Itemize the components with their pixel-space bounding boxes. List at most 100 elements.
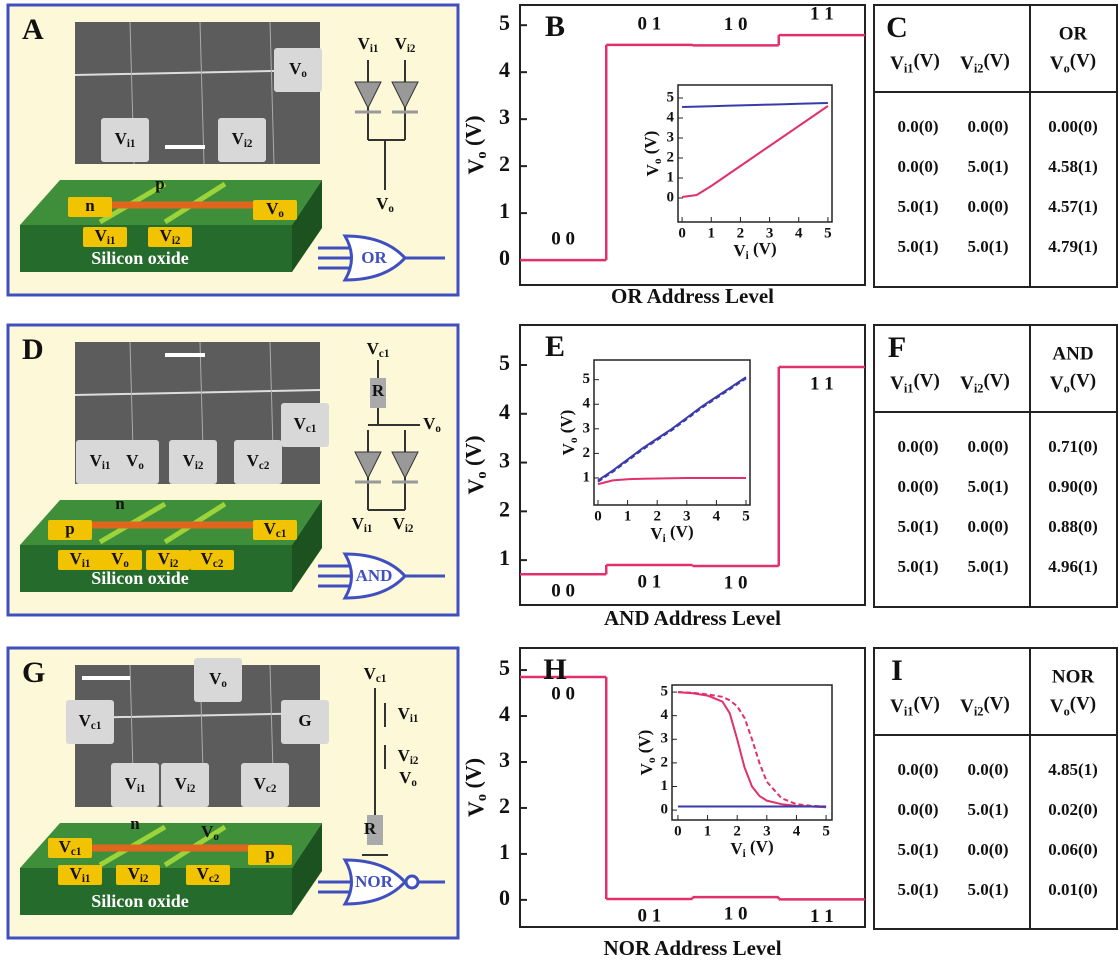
column-header-part: (V): [983, 371, 1009, 392]
y-axis-label-part: (V): [460, 115, 485, 151]
y-tick-label: 0: [499, 885, 510, 910]
y-axis-label-part: V: [643, 163, 662, 176]
device-label-part: V: [423, 414, 436, 433]
y-tick-label: 4: [583, 396, 591, 412]
level-label: 0 1: [638, 13, 662, 34]
device-label: n: [85, 196, 95, 215]
device-label-part: p: [65, 519, 74, 538]
table-cell: 5.0(1): [897, 517, 938, 536]
x-tick-label: 2: [653, 508, 661, 524]
device-label-part: V: [398, 704, 411, 723]
device-label-part: o: [221, 677, 227, 689]
y-axis-label-part: (V): [460, 435, 485, 471]
column-header: Vo(V): [1050, 51, 1096, 75]
device-label-part: i2: [170, 557, 179, 569]
x-tick-label: 0: [678, 225, 686, 241]
device-label: p: [65, 519, 74, 538]
inset-frame: [672, 685, 832, 820]
column-header-part: V: [890, 696, 904, 717]
y-tick-label: 5: [499, 655, 510, 680]
device-label-part: i1: [102, 459, 111, 471]
column-header: Vo(V): [1050, 694, 1096, 718]
column-header-part: (V): [913, 694, 939, 715]
y-tick-label: 5: [499, 350, 510, 375]
y-axis-label-part: (V): [635, 730, 654, 758]
y-tick-label: 5: [583, 371, 591, 387]
device-label-part: V: [95, 226, 108, 245]
table-gate: OR: [1059, 23, 1088, 44]
device-label-part: i1: [82, 872, 91, 884]
y-axis-label-part: V: [637, 762, 656, 775]
device-label-part: V: [126, 451, 139, 470]
column-header-part: i2: [974, 704, 984, 718]
column-header-part: (V): [1070, 694, 1096, 715]
gate-label: NOR: [355, 872, 394, 891]
device-label-part: V: [398, 746, 411, 765]
column-header: Vi1(V): [890, 51, 940, 75]
column-header: Vi2(V): [960, 51, 1010, 75]
device-label-part: i2: [244, 137, 253, 149]
y-axis-label-part: o: [474, 152, 490, 159]
table-cell: 5.0(1): [897, 880, 938, 899]
device-label-part: o: [435, 422, 441, 434]
column-header-part: i1: [904, 381, 914, 395]
device-label-part: V: [294, 414, 307, 433]
device-label-part: o: [278, 207, 284, 219]
x-tick-label: 4: [793, 823, 801, 839]
device-label-part: o: [388, 202, 394, 214]
y-tick-label: 3: [499, 747, 510, 772]
y-axis-label-part: V: [463, 159, 488, 175]
x-axis-label: OR Address Level: [611, 284, 774, 308]
table-cell: 0.0(0): [897, 800, 938, 819]
table-cell: 5.0(1): [967, 237, 1008, 256]
gate-label: AND: [356, 566, 393, 585]
gate-label: OR: [361, 248, 387, 267]
column-header-part: (V): [913, 371, 939, 392]
device-label-part: V: [70, 549, 83, 568]
y-tick-label: 0: [661, 802, 669, 818]
column-header-part: i2: [974, 61, 984, 75]
y-tick-label: 4: [499, 399, 510, 424]
y-axis-label-part: (V): [641, 131, 660, 159]
y-axis-label-part: V: [463, 479, 488, 495]
device-label-part: i2: [187, 782, 196, 794]
y-tick-label: 3: [583, 420, 591, 436]
table-cell: 5.0(1): [897, 557, 938, 576]
level-label: 1 0: [724, 903, 748, 924]
device-label-part: V: [367, 339, 380, 358]
y-axis-label: Vo (V): [460, 115, 490, 174]
device-label-part: V: [183, 451, 196, 470]
y-axis-label-part: V: [463, 801, 488, 817]
device-label-part: p: [155, 174, 164, 193]
device-label-part: R: [364, 819, 377, 838]
table-cell: 5.0(1): [967, 880, 1008, 899]
y-axis-label: Vo (V): [460, 758, 490, 817]
substrate-label: Silicon oxide: [91, 891, 189, 911]
panel-letter: A: [22, 13, 44, 46]
x-axis-label-part: (V): [749, 239, 777, 258]
table-cell: 4.85(1): [1048, 760, 1098, 779]
table-letter: I: [891, 654, 903, 687]
x-axis-label-part: (V): [746, 837, 774, 856]
device-label-part: c2: [213, 557, 224, 569]
device-label-part: V: [266, 199, 279, 218]
device-label-part: i2: [140, 872, 149, 884]
column-header-part: V: [960, 373, 974, 394]
y-tick-label: 1: [499, 545, 510, 570]
x-tick-label: 2: [737, 225, 745, 241]
table-cell: 0.90(0): [1048, 477, 1098, 496]
y-axis-label: Vo (V): [641, 131, 664, 177]
page: {"figure": { "schematics": [ {"letter": …: [0, 0, 1120, 967]
x-tick-label: 4: [713, 508, 721, 524]
device-label-part: V: [352, 514, 365, 533]
x-tick-label: 1: [704, 823, 712, 839]
device-label-part: o: [411, 776, 417, 788]
device-label-part: n: [85, 196, 95, 215]
column-header-part: (V): [913, 51, 939, 72]
y-tick-label: 1: [583, 469, 591, 485]
table-cell: 0.0(0): [897, 157, 938, 176]
x-axis-label-part: (V): [666, 522, 694, 541]
table-gate: AND: [1052, 343, 1093, 364]
y-axis-label-part: o: [474, 472, 490, 479]
y-tick-label: 3: [499, 448, 510, 473]
